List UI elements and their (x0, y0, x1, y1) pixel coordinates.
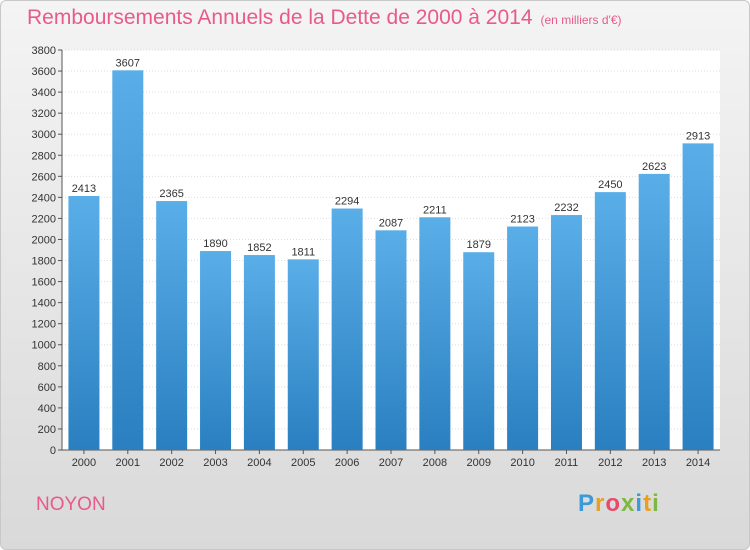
bar (331, 208, 363, 450)
bar (638, 173, 670, 451)
bar (200, 251, 232, 450)
y-tick-label: 400 (38, 403, 56, 415)
bar-value-label: 2913 (686, 130, 710, 142)
bar (550, 215, 582, 450)
logo-letter: P (578, 490, 596, 517)
logo-letter: o (605, 490, 622, 517)
bar (594, 192, 626, 450)
x-tick-label: 2000 (72, 457, 96, 469)
proxiti-logo: Proxiti (578, 490, 660, 518)
chart-title-text: Remboursements Annuels de la Dette de 20… (27, 6, 533, 29)
bar (156, 201, 188, 450)
x-tick-label: 2010 (510, 457, 534, 469)
x-tick-label: 2014 (686, 457, 710, 469)
bar-value-label: 2294 (335, 196, 359, 208)
bar-value-label: 2123 (510, 214, 534, 226)
bar (287, 259, 319, 450)
bar-value-label: 2413 (72, 183, 96, 195)
y-tick-label: 2200 (32, 213, 56, 225)
city-name: NOYON (36, 494, 106, 515)
chart-title: Remboursements Annuels de la Dette de 20… (27, 6, 622, 30)
logo-letter: r (595, 490, 606, 517)
y-tick-label: 1200 (32, 319, 56, 331)
y-tick-label: 3400 (32, 87, 56, 99)
y-tick-label: 1400 (32, 298, 56, 310)
y-tick-label: 2600 (32, 171, 56, 183)
bar-value-label: 2365 (159, 188, 183, 200)
x-tick-label: 2006 (335, 457, 359, 469)
logo-letter: x (621, 490, 636, 517)
y-tick-label: 2800 (32, 150, 56, 162)
bar-value-label: 2087 (379, 217, 403, 229)
bar (112, 70, 144, 450)
x-tick-label: 2007 (379, 457, 403, 469)
bar (463, 252, 495, 450)
bar-value-label: 2450 (598, 179, 622, 191)
bar (419, 217, 451, 450)
bar-value-label: 3607 (116, 57, 140, 69)
y-tick-label: 3800 (32, 45, 56, 57)
y-tick-label: 1000 (32, 340, 56, 352)
y-tick-label: 3000 (32, 129, 56, 141)
y-tick-label: 2000 (32, 234, 56, 246)
bar (682, 143, 714, 451)
y-tick-label: 0 (50, 445, 56, 457)
y-tick-label: 800 (38, 361, 56, 373)
x-tick-label: 2005 (291, 457, 315, 469)
chart-subtitle: (en milliers d'€) (540, 13, 622, 27)
bar-value-label: 2623 (642, 161, 666, 173)
bar-value-label: 1879 (466, 239, 490, 251)
bar (68, 196, 100, 450)
x-tick-label: 2001 (116, 457, 140, 469)
bar (375, 230, 407, 450)
x-tick-label: 2012 (598, 457, 622, 469)
bar (243, 255, 275, 450)
x-tick-label: 2011 (555, 457, 579, 469)
bar (507, 226, 539, 450)
logo-letter: i (635, 490, 644, 517)
x-tick-label: 2013 (642, 457, 666, 469)
y-tick-label: 2400 (32, 192, 56, 204)
logo-letter: t (643, 490, 653, 517)
y-tick-label: 3600 (32, 66, 56, 78)
bar-value-label: 1890 (203, 238, 227, 250)
y-tick-label: 600 (38, 382, 56, 394)
x-tick-label: 2003 (203, 457, 227, 469)
x-tick-label: 2009 (466, 457, 490, 469)
bar-value-label: 1811 (291, 246, 315, 258)
y-tick-label: 1600 (32, 277, 56, 289)
x-tick-label: 2004 (247, 457, 271, 469)
y-tick-label: 200 (38, 424, 56, 436)
x-tick-label: 2008 (423, 457, 447, 469)
bar-value-label: 1852 (247, 242, 271, 254)
bar-value-label: 2232 (554, 202, 578, 214)
logo-letter: i (652, 490, 660, 517)
x-tick-label: 2002 (159, 457, 183, 469)
y-tick-label: 3200 (32, 108, 56, 120)
bar-value-label: 2211 (423, 204, 447, 216)
y-tick-label: 1800 (32, 256, 56, 268)
